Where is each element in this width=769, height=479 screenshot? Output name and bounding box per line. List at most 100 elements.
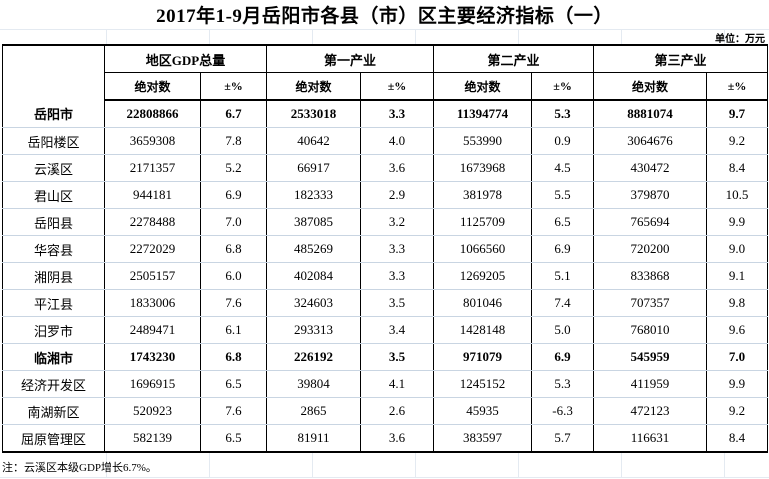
- row-name-cell: 南湖新区: [2, 397, 105, 425]
- absolute-value-cell: 2533018: [266, 100, 362, 128]
- table-row: 汨罗市 2489471 6.1 293313 3.4 1428148 5.0 768010 9.…: [2, 316, 769, 344]
- absolute-value-cell: 2505157: [104, 262, 201, 290]
- absolute-value-cell: 520923: [104, 397, 201, 425]
- pct-value-cell: 9.2: [706, 127, 769, 155]
- absolute-value-cell: 801046: [433, 289, 533, 317]
- pct-value-cell: 3.5: [360, 343, 435, 371]
- pct-value-cell: 6.5: [199, 424, 268, 453]
- pct-value-cell: 6.9: [531, 343, 595, 371]
- table-header: 地区GDP总量 第一产业 第二产业 第三产业 绝对数 ±% 绝对数 ±% 绝对数…: [2, 45, 769, 101]
- table-row: 湘阴县 2505157 6.0 402084 3.3 1269205 5.1 833868 9.…: [2, 262, 769, 290]
- pct-value-cell: 7.4: [531, 289, 595, 317]
- pct-value-cell: 5.0: [531, 316, 595, 344]
- absolute-value-cell: 707357: [593, 289, 708, 317]
- absolute-value-cell: 22808866: [104, 100, 201, 128]
- subheader-absolute: 绝对数: [593, 72, 708, 101]
- absolute-value-cell: 768010: [593, 316, 708, 344]
- table-row: 岳阳县 2278488 7.0 387085 3.2 1125709 6.5 765694 9.…: [2, 208, 769, 236]
- absolute-value-cell: 2278488: [104, 208, 201, 236]
- absolute-value-cell: 1428148: [433, 316, 533, 344]
- absolute-value-cell: 11394774: [433, 100, 533, 128]
- row-name-cell: 湘阴县: [2, 262, 105, 290]
- table-row: 云溪区 2171357 5.2 66917 3.6 1673968 4.5 430472 8.4: [2, 154, 769, 182]
- absolute-value-cell: 40642: [266, 127, 362, 155]
- pct-value-cell: 7.0: [706, 343, 769, 371]
- group-header-secondary-industry: 第二产业: [433, 45, 595, 73]
- row-name-cell: 岳阳市: [2, 100, 105, 128]
- row-name-cell: 临湘市: [2, 343, 105, 371]
- absolute-value-cell: 944181: [104, 181, 201, 209]
- pct-value-cell: 0.9: [531, 127, 595, 155]
- row-name-cell: 汨罗市: [2, 316, 105, 344]
- row-name-cell: 君山区: [2, 181, 105, 209]
- pct-value-cell: 6.8: [199, 343, 268, 371]
- pct-value-cell: 6.9: [531, 235, 595, 263]
- row-name-cell: 经济开发区: [2, 370, 105, 398]
- pct-value-cell: 9.7: [706, 100, 769, 128]
- pct-value-cell: 7.6: [199, 397, 268, 425]
- group-header-row: 地区GDP总量 第一产业 第二产业 第三产业: [2, 45, 769, 100]
- pct-value-cell: -6.3: [531, 397, 595, 425]
- table-row: 君山区 944181 6.9 182333 2.9 381978 5.5 379870 10.5: [2, 181, 769, 209]
- pct-value-cell: 3.5: [360, 289, 435, 317]
- pct-value-cell: 3.3: [360, 262, 435, 290]
- pct-value-cell: 4.5: [531, 154, 595, 182]
- absolute-value-cell: 81911: [266, 424, 362, 453]
- absolute-value-cell: 1125709: [433, 208, 533, 236]
- pct-value-cell: 4.1: [360, 370, 435, 398]
- corner-cell: [2, 45, 105, 100]
- absolute-value-cell: 3659308: [104, 127, 201, 155]
- pct-value-cell: 8.4: [706, 154, 769, 182]
- table-body: 岳阳市 22808866 6.7 2533018 3.3 11394774 5.3 88810…: [2, 100, 769, 453]
- row-name-cell: 平江县: [2, 289, 105, 317]
- absolute-value-cell: 1743230: [104, 343, 201, 371]
- pct-value-cell: 3.4: [360, 316, 435, 344]
- footnote-text: 注：云溪区本级GDP增长6.7%。: [2, 462, 157, 474]
- absolute-value-cell: 182333: [266, 181, 362, 209]
- absolute-value-cell: 582139: [104, 424, 201, 453]
- group-header-tertiary-industry: 第三产业: [593, 45, 769, 73]
- row-name-cell: 岳阳县: [2, 208, 105, 236]
- absolute-value-cell: 485269: [266, 235, 362, 263]
- economic-indicators-table: 地区GDP总量 第一产业 第二产业 第三产业 绝对数 ±% 绝对数 ±% 绝对数…: [2, 44, 769, 453]
- table-row: 华容县 2272029 6.8 485269 3.3 1066560 6.9 720200 9.…: [2, 235, 769, 263]
- sub-header-row: 绝对数 ±% 绝对数 ±% 绝对数 ±% 绝对数 ±%: [3, 72, 769, 101]
- pct-value-cell: 6.0: [199, 262, 268, 290]
- absolute-value-cell: 45935: [433, 397, 533, 425]
- absolute-value-cell: 383597: [433, 424, 533, 453]
- pct-value-cell: 10.5: [706, 181, 769, 209]
- absolute-value-cell: 765694: [593, 208, 708, 236]
- absolute-value-cell: 545959: [593, 343, 708, 371]
- row-name-cell: 岳阳楼区: [2, 127, 105, 155]
- pct-value-cell: 7.6: [199, 289, 268, 317]
- absolute-value-cell: 379870: [593, 181, 708, 209]
- pct-value-cell: 9.9: [706, 370, 769, 398]
- absolute-value-cell: 430472: [593, 154, 708, 182]
- unit-label: 单位：万元: [715, 33, 765, 45]
- subheader-absolute: 绝对数: [104, 72, 201, 101]
- pct-value-cell: 6.1: [199, 316, 268, 344]
- absolute-value-cell: 66917: [266, 154, 362, 182]
- table-row: 经济开发区 1696915 6.5 39804 4.1 1245152 5.3 411959 9…: [2, 370, 769, 398]
- table-row: 屈原管理区 582139 6.5 81911 3.6 383597 5.7 116631 8.4: [2, 424, 769, 453]
- absolute-value-cell: 2489471: [104, 316, 201, 344]
- pct-value-cell: 9.9: [706, 208, 769, 236]
- pct-value-cell: 9.1: [706, 262, 769, 290]
- table-row: 临湘市 1743230 6.8 226192 3.5 971079 6.9 545959 7.0: [2, 343, 769, 371]
- subheader-absolute: 绝对数: [433, 72, 533, 101]
- pct-value-cell: 6.7: [199, 100, 268, 128]
- pct-value-cell: 3.3: [360, 235, 435, 263]
- absolute-value-cell: 402084: [266, 262, 362, 290]
- pct-value-cell: 5.5: [531, 181, 595, 209]
- pct-value-cell: 9.0: [706, 235, 769, 263]
- absolute-value-cell: 2171357: [104, 154, 201, 182]
- pct-value-cell: 2.9: [360, 181, 435, 209]
- unit-strip: 单位：万元: [0, 30, 769, 45]
- footnote-strip: 注：云溪区本级GDP增长6.7%。: [0, 453, 769, 478]
- page-title: 2017年1-9月岳阳市各县（市）区主要经济指标（一）: [156, 6, 613, 27]
- absolute-value-cell: 8881074: [593, 100, 708, 128]
- table-row: 平江县 1833006 7.6 324603 3.5 801046 7.4 707357 9.8: [2, 289, 769, 317]
- pct-value-cell: 5.1: [531, 262, 595, 290]
- pct-value-cell: 2.6: [360, 397, 435, 425]
